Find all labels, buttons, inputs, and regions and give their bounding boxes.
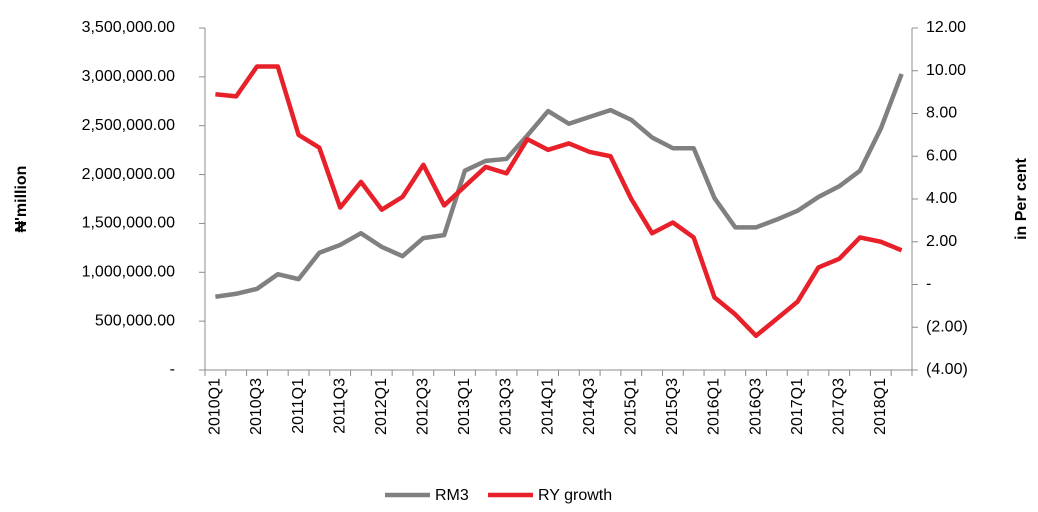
y2-tick-label: 4.00 xyxy=(926,190,957,207)
y-tick-label: 2,500,000.00 xyxy=(82,117,176,134)
x-tick-label: 2010Q3 xyxy=(248,378,265,435)
x-tick-label: 2010Q1 xyxy=(207,378,224,435)
x-tick-label: 2016Q1 xyxy=(706,378,723,435)
y2-tick-label: (2.00) xyxy=(926,318,968,335)
x-tick-label: 2013Q1 xyxy=(456,378,473,435)
y2-tick-label: 10.00 xyxy=(926,62,966,79)
y2-tick-label: 8.00 xyxy=(926,105,957,122)
x-tick-label: 2011Q3 xyxy=(331,378,348,434)
x-tick-label: 2017Q1 xyxy=(789,378,806,435)
x-tick-label: 2012Q3 xyxy=(415,378,432,435)
x-tick-label: 2017Q3 xyxy=(830,378,847,435)
y2-tick-label: 2.00 xyxy=(926,233,957,250)
legend-label: RM3 xyxy=(435,487,469,504)
y-tick-label: 1,000,000.00 xyxy=(82,264,176,281)
x-tick-label: 2014Q1 xyxy=(539,378,556,435)
x-tick-label: 2016Q3 xyxy=(747,378,764,435)
y-tick-label: 2,000,000.00 xyxy=(82,166,176,183)
series-line xyxy=(215,64,903,339)
x-tick-label: 2013Q3 xyxy=(498,378,515,435)
y-tick-label: 500,000.00 xyxy=(95,312,175,329)
x-tick-label: 2015Q3 xyxy=(664,378,681,435)
x-tick-label: 2018Q1 xyxy=(872,378,889,435)
y-tick-label: 3,500,000.00 xyxy=(82,19,176,36)
x-tick-label: 2014Q3 xyxy=(581,378,598,435)
x-tick-label: 2015Q1 xyxy=(622,378,639,435)
legend-label: RY growth xyxy=(538,487,612,504)
y2-axis-title: in Per cent xyxy=(1013,157,1030,239)
series-line xyxy=(215,73,904,299)
y2-tick-label: 6.00 xyxy=(926,147,957,164)
y-axis-title: ₦'million xyxy=(13,166,30,233)
y2-tick-label: 12.00 xyxy=(926,19,966,36)
y2-tick-label: - xyxy=(926,276,931,293)
x-tick-label: 2012Q1 xyxy=(373,378,390,435)
y-tick-label: 1,500,000.00 xyxy=(82,215,176,232)
y2-tick-label: (4.00) xyxy=(926,361,968,378)
x-tick-label: 2011Q1 xyxy=(290,378,307,434)
y-tick-label: 3,000,000.00 xyxy=(82,68,176,85)
y-tick-label: - xyxy=(170,361,175,378)
